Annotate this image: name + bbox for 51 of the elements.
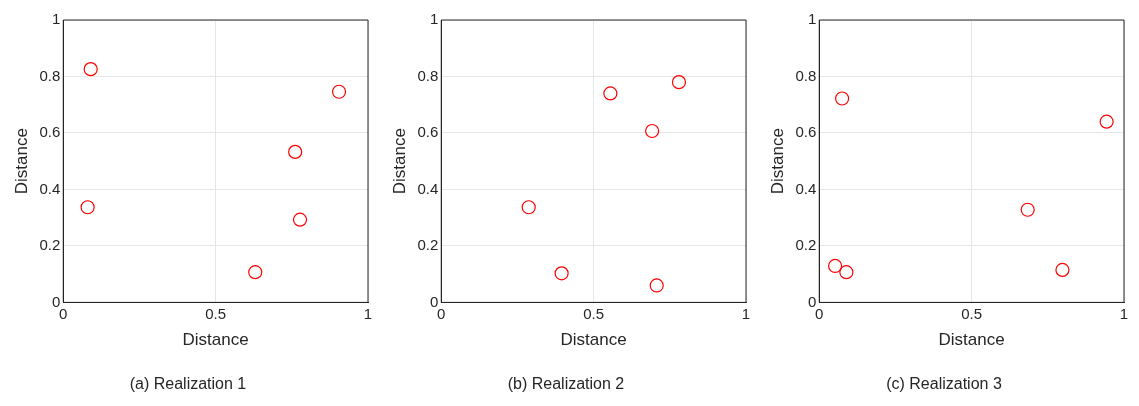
text: (a) Realization 1: [129, 374, 247, 392]
x-tick-label: 0.5: [961, 304, 983, 322]
y-tick-label: 0: [51, 292, 61, 310]
y-tick-label: 0.4: [417, 179, 439, 197]
y-tick-label: 1: [429, 10, 439, 28]
y-tick-label: 1: [51, 10, 61, 28]
y-tick-label: 0.6: [417, 123, 439, 141]
point: [603, 86, 618, 101]
y-axis-title: Distance: [11, 128, 31, 195]
point: [1099, 114, 1114, 129]
point: [292, 212, 308, 227]
point: [835, 91, 850, 106]
x-tick-label: 0.5: [583, 304, 605, 322]
y-tick-label: 0.8: [39, 66, 61, 84]
x-tick-label: 1: [363, 304, 373, 322]
point: [1055, 262, 1070, 278]
text: (b) Realization 2: [507, 374, 625, 392]
y-tick-label: 0.2: [795, 236, 817, 254]
point: [554, 266, 569, 281]
point: [649, 278, 664, 293]
x-axis-title: Distance: [938, 330, 1005, 350]
y-tick-label: 0.2: [39, 236, 61, 254]
y-tick-label: 0.8: [795, 66, 817, 84]
y-axis-title: Distance: [389, 128, 409, 195]
text: (c) Realization 3: [886, 374, 1002, 392]
point: [288, 144, 303, 159]
point: [521, 200, 536, 215]
x-tick-label: 1: [741, 304, 751, 322]
y-tick-label: 0.6: [39, 123, 61, 141]
point: [828, 258, 843, 274]
y-tick-label: 0: [429, 292, 439, 310]
point: [645, 123, 660, 139]
point: [839, 265, 854, 280]
x-tick-label: 0.5: [205, 304, 227, 322]
point: [331, 84, 347, 99]
y-tick-label: 1: [807, 10, 817, 28]
x-axis-title: Distance: [560, 330, 627, 350]
x-axis-title: Distance: [182, 330, 249, 350]
point: [83, 62, 98, 77]
x-tick-label: 1: [1119, 304, 1129, 322]
y-tick-label: 0.6: [795, 123, 817, 141]
point: [671, 75, 687, 90]
y-tick-label: 0.8: [417, 66, 439, 84]
point: [248, 265, 263, 280]
y-tick-label: 0: [807, 292, 817, 310]
y-tick-label: 0.4: [39, 179, 61, 197]
y-tick-label: 0.2: [417, 236, 439, 254]
y-axis-title: Distance: [767, 128, 787, 195]
point: [80, 200, 95, 215]
point: [1020, 202, 1035, 217]
y-tick-label: 0.4: [795, 179, 817, 197]
